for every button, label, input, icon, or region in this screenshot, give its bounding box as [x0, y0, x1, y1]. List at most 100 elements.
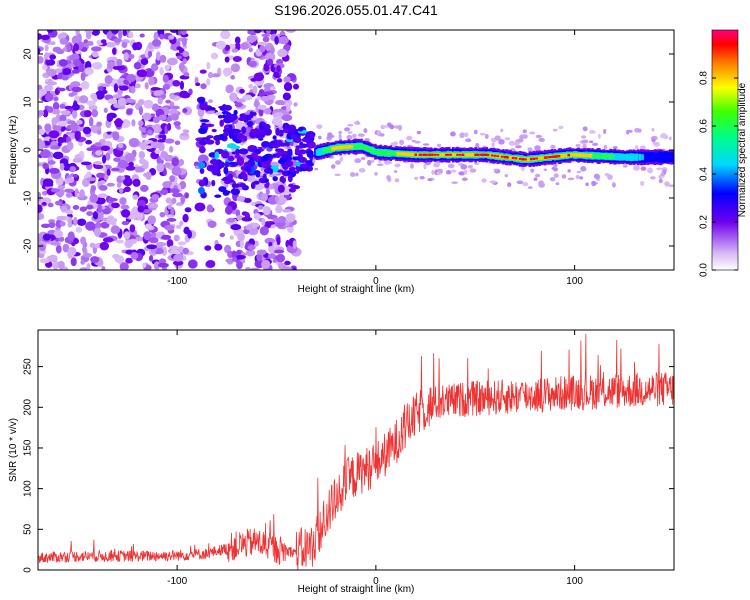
spectrogram-ridge-segment — [337, 145, 341, 150]
spectrogram-halo-blob — [561, 174, 567, 179]
spectrogram-halo-blob — [467, 164, 473, 169]
spectrogram-noise-blob — [180, 92, 191, 99]
spectrogram-cluster-blob — [284, 141, 290, 147]
spectrogram-ridge-segment — [568, 153, 572, 157]
spectrogram-cluster-blob — [281, 154, 288, 160]
spectrogram-ridge-segment — [440, 152, 444, 157]
spectrogram-noise-blob — [96, 129, 102, 135]
spectrogram-cluster-blob — [241, 126, 247, 135]
spectrogram-noise-blob — [182, 247, 190, 255]
spectrogram-ridge-segment — [317, 148, 320, 156]
spectrogram-ridge-segment — [545, 156, 548, 159]
spectrogram-halo-blob — [639, 145, 646, 150]
spectrogram-halo-blob — [549, 176, 556, 182]
spectrogram-ridge-segment — [635, 153, 639, 161]
spectrogram-halo-blob — [481, 178, 487, 183]
spectrogram-noise-blob — [60, 110, 71, 115]
spectrogram-cluster-blob — [289, 168, 296, 173]
spectrogram-noise-blob — [166, 239, 174, 248]
spectrogram-noise-blob — [148, 236, 159, 244]
spectrogram-noise-blob — [121, 209, 131, 218]
spectrogram-noise-blob — [165, 154, 174, 162]
spectrogram-halo-blob — [668, 136, 672, 141]
spectrogram-noise-blob — [55, 219, 63, 229]
spectrogram-halo-blob — [656, 167, 663, 170]
spectrogram-noise-blob — [97, 211, 104, 217]
spectrogram-noise-blob — [171, 157, 179, 167]
spectrogram-noise-blob — [124, 239, 133, 249]
spectrogram-halo-blob — [427, 178, 433, 182]
spectrogram-ridge-segment — [552, 155, 555, 158]
spectrogram-halo-blob — [386, 175, 391, 181]
spectrogram-ridge-segment — [634, 153, 637, 161]
colorbar-tick-label: 0.4 — [699, 167, 710, 181]
spectrogram-ridge-segment — [397, 152, 401, 156]
spectrogram-noise-blob — [50, 41, 56, 46]
spectrogram-cluster-blob — [209, 159, 219, 165]
spectrogram-halo-blob — [607, 174, 613, 180]
spectrogram-ridge-segment — [535, 157, 539, 160]
spectrogram-noise-blob — [277, 216, 287, 223]
spectrogram-ridge-segment — [638, 153, 642, 161]
spectrogram-noise-blob — [234, 102, 243, 108]
spectrogram-cluster-blob — [199, 168, 205, 175]
spectrogram-cluster-blob — [270, 140, 278, 147]
spectrogram-ridge-segment — [513, 156, 516, 161]
spectrogram-noise-blob — [234, 36, 241, 45]
spectrogram-halo-blob — [558, 125, 564, 130]
spectrogram-noise-blob — [116, 182, 122, 188]
spectrogram-halo-blob — [458, 171, 466, 176]
spectrogram-noise-blob — [236, 261, 243, 270]
spectrogram-ridge-segment — [524, 158, 527, 161]
spectrogram-noise-blob — [89, 193, 99, 203]
spectrogram-halo-blob — [664, 181, 670, 187]
spectrogram-ridge-segment — [538, 156, 541, 160]
spectrogram-halo-blob — [357, 133, 365, 137]
spectrogram-noise-blob — [90, 184, 97, 192]
spectrogram-ridge-segment — [560, 153, 564, 158]
spectrogram-ridge-segment — [415, 152, 419, 157]
spectrogram-cluster-blob — [222, 131, 230, 137]
spectrogram-halo-blob — [394, 178, 400, 183]
spectrogram-noise-blob — [58, 59, 68, 67]
spectrogram-noise-blob — [247, 244, 256, 251]
spectrogram-cluster-blob — [292, 156, 301, 161]
colorbar-tick-label: 0.2 — [699, 215, 710, 229]
spectrogram-noise-blob — [124, 153, 135, 163]
spectrogram-noise-blob — [173, 253, 184, 262]
spectrogram-noise-blob — [206, 78, 211, 86]
spectrogram-noise-blob — [82, 253, 92, 258]
spectrogram-ridge-segment — [325, 147, 328, 153]
spectrogram-noise-blob — [38, 128, 45, 136]
spectrogram-cluster-blob — [306, 150, 314, 158]
spectrogram-ridge-segment — [547, 156, 551, 159]
spectrogram-noise-blob — [272, 258, 277, 263]
spectrogram-noise-blob — [239, 88, 245, 94]
spectrogram-cluster-blob — [214, 163, 219, 168]
snr-x-tick-label: 0 — [373, 576, 379, 587]
spectrogram-ridge-segment — [631, 153, 635, 161]
spectrogram-ridge-segment — [616, 153, 619, 161]
spectrogram-noise-blob — [159, 54, 167, 63]
spectrogram-halo-blob — [358, 167, 366, 173]
spectrogram-x-tick-label: 0 — [373, 276, 379, 287]
spectrogram-noise-blob — [266, 30, 271, 35]
spectrogram-noise-blob — [71, 109, 78, 119]
spectrogram-halo-blob — [567, 169, 571, 173]
snr-x-tick-label: -100 — [167, 576, 187, 587]
spectrogram-noise-blob — [59, 221, 66, 227]
spectrogram-cluster-blob — [262, 154, 271, 161]
spectrogram-ridge-segment — [464, 153, 468, 157]
spectrogram-ridge-segment — [443, 153, 447, 157]
spectrogram-halo-blob — [493, 168, 499, 172]
spectrogram-noise-blob — [71, 103, 80, 111]
spectrogram-noise-blob — [219, 232, 226, 238]
spectrogram-ridge-segment — [648, 152, 651, 163]
spectrogram-noise-blob — [256, 96, 261, 100]
snr-x-tick-label: 100 — [566, 576, 583, 587]
spectrogram-noise-blob — [283, 76, 291, 83]
spectrogram-noise-blob — [176, 46, 183, 51]
spectrogram-halo-blob — [414, 176, 419, 181]
spectrogram-ridge-segment — [632, 153, 636, 161]
spectrogram-noise-blob — [51, 117, 58, 126]
